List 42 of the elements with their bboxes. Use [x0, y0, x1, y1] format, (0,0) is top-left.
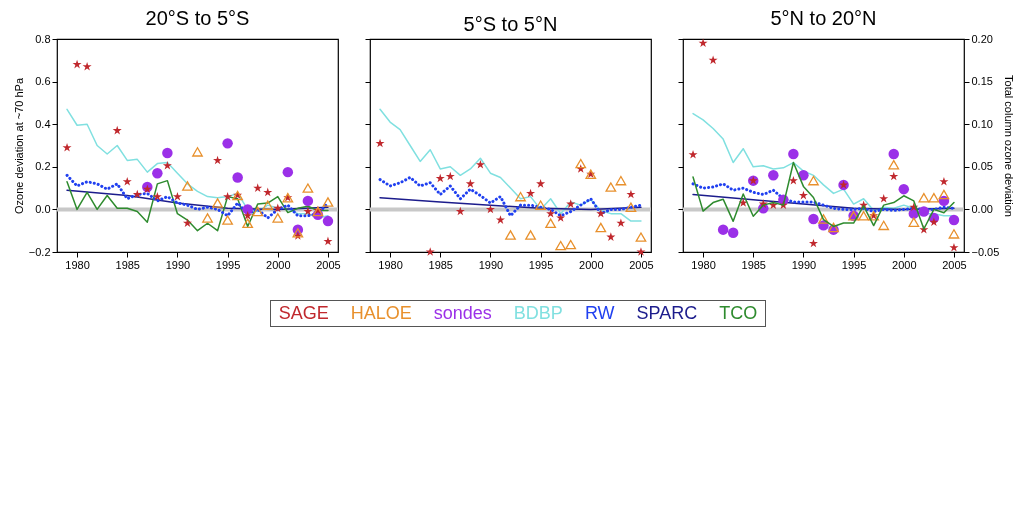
text: RW	[584, 303, 615, 324]
text: SAGE	[278, 303, 329, 324]
text: −0.05	[971, 245, 1000, 258]
text: 0.05	[971, 160, 993, 173]
x-tick-label: 1990	[478, 258, 504, 271]
x-tick-label: 2005	[942, 258, 967, 271]
text: 0.10	[971, 117, 993, 130]
text: 0.00	[971, 202, 993, 215]
x-tick-label: 1980	[378, 258, 403, 271]
text: TCO	[719, 303, 758, 324]
y-tick-label: 0.4	[35, 117, 51, 130]
text: sondes	[433, 303, 492, 324]
y-tick-label: 0.8	[35, 32, 51, 45]
x-tick-label: 2005	[316, 258, 341, 271]
y-axis-title: Ozone deviation at ~70 hPa	[12, 77, 25, 215]
x-tick-label: 1985	[115, 258, 140, 271]
x-tick-label: 2005	[629, 258, 654, 271]
chart-title: 5°S to 5°N	[463, 12, 558, 35]
chart-title: 20°S to 5°S	[145, 7, 250, 29]
x-tick-label: 1995	[528, 258, 554, 271]
chart-title: 5°N to 20°N	[770, 7, 877, 29]
y-tick-label: 0.6	[35, 75, 51, 88]
x-tick-label: 1980	[65, 258, 90, 271]
y-tick-label: −0.2	[28, 245, 51, 258]
x-tick-label: 2000	[579, 258, 604, 271]
x-tick-label: 1995	[215, 258, 241, 271]
text: 0.20	[971, 32, 993, 45]
x-tick-label: 1985	[428, 258, 453, 271]
x-tick-label: 1995	[841, 258, 867, 271]
text: SPARC	[636, 303, 698, 324]
text: HALOE	[350, 303, 412, 324]
text: BDBP	[513, 303, 563, 324]
y-tick-label: 0.2	[35, 160, 51, 173]
x-tick-label: 2000	[266, 258, 291, 271]
y-tick-label: 0.0	[35, 202, 51, 215]
text: 0.15	[971, 75, 993, 88]
x-tick-label: 2000	[892, 258, 917, 271]
x-tick-label: 1990	[165, 258, 191, 271]
x-tick-label: 1985	[741, 258, 766, 271]
x-tick-label: 1990	[791, 258, 817, 271]
x-tick-label: 1980	[691, 258, 716, 271]
y2-axis-title: Total column ozone deviation	[1003, 75, 1016, 217]
